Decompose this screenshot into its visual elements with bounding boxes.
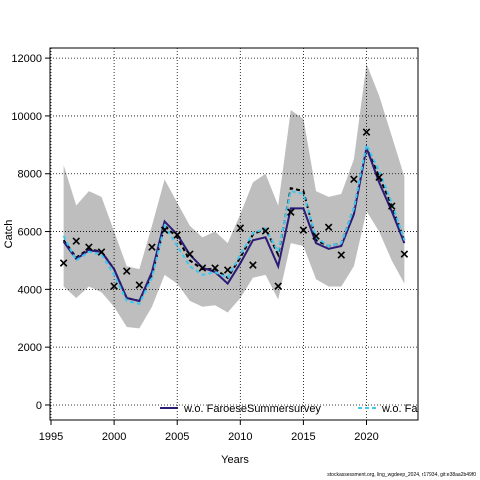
y-tick-label: 6000 [18,227,42,239]
observed-point [387,202,396,210]
observed-point [211,264,219,272]
observed-point [324,223,333,231]
observed-point [287,208,295,216]
y-tick-label: 10000 [11,111,42,123]
observed-point [122,267,131,275]
x-tick-label: 2000 [102,431,126,443]
y-tick-label: 2000 [18,342,42,354]
observed-point [337,251,346,259]
x-tick-label: 1995 [39,431,63,443]
observed-point [312,232,320,240]
y-tick-label: 4000 [18,284,42,296]
footnote: stockassessment.org, ling_wgdeep_2024, r… [327,472,476,478]
observed-point [110,282,118,290]
x-axis-label: Years [221,454,249,466]
plot-frame [49,47,419,421]
observed-point [59,259,68,267]
legend-label: t [48,403,51,415]
series-line [62,143,406,303]
confidence-band [63,63,405,329]
observed-point [173,231,181,239]
y-axis-label: Catch [3,220,15,249]
legend: t w.o. FaroeseSummersurvey w.o. FaroeseSp [48,403,458,415]
observed-point [400,250,409,258]
observed-point [97,248,106,256]
legend-label: w.o. FaroeseSp [381,403,458,415]
y-tick-label: 0 [36,400,42,412]
observed-point [299,226,308,234]
observed-point [186,250,194,258]
observed-point [223,266,232,274]
observed-point [160,226,169,234]
observed-point [261,227,270,235]
observed-point [198,264,207,272]
x-tick-label: 2010 [228,431,252,443]
observed-point [375,173,383,181]
observed-point [236,224,245,232]
observed-point [148,243,156,251]
series-line [62,141,406,305]
observed-point [72,237,81,245]
observed-point [274,282,282,290]
x-tick-label: 2020 [354,431,378,443]
x-tick-label: 2005 [165,431,189,443]
observed-point [135,281,144,289]
legend-label: w.o. FaroeseSummersurvey [183,403,321,415]
observed-point [362,128,371,136]
x-tick-label: 2015 [291,431,315,443]
observed-point [85,243,93,251]
y-tick-label: 12000 [11,53,42,65]
plot-area: t w.o. FaroeseSummersurvey w.o. FaroeseSp [48,48,458,420]
observed-point [350,175,358,183]
observed-point [249,261,257,269]
y-tick-label: 8000 [18,169,42,181]
